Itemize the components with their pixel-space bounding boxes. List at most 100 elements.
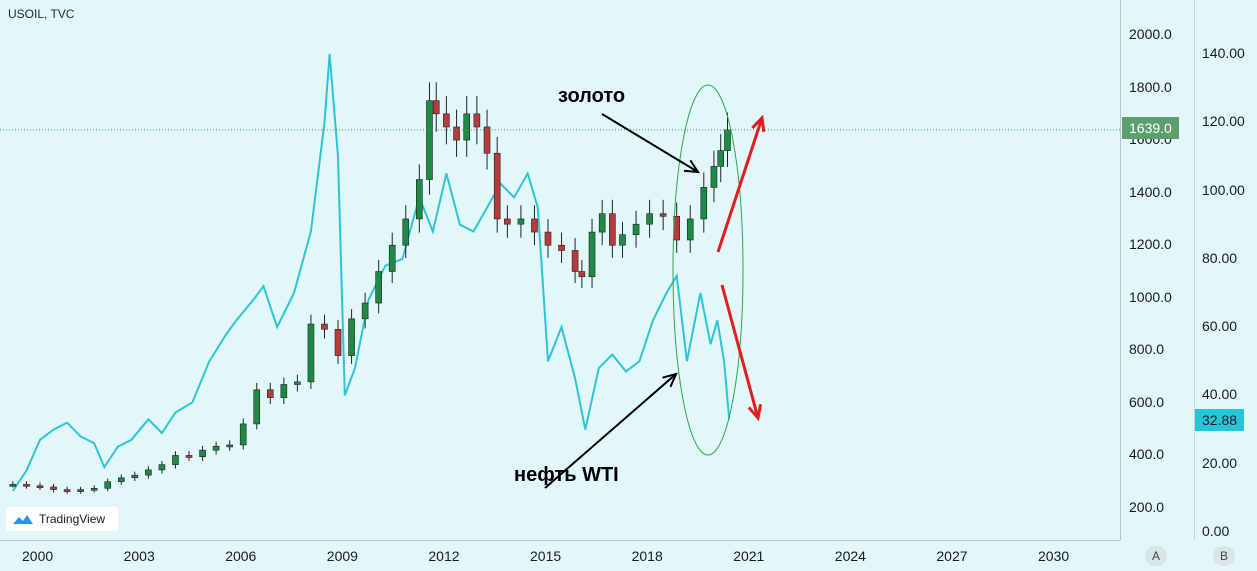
gold-candle <box>158 464 166 471</box>
x-tick-label: 2006 <box>225 548 257 564</box>
gold-candle <box>588 231 596 278</box>
gold-axis-tick-label: 600.0 <box>1129 393 1165 410</box>
down-arrow-head <box>747 403 763 422</box>
tradingview-cloud-icon <box>13 515 33 524</box>
price-axis-gold[interactable]: 200.0 400.0 600.0 800.0 1000.0 1200.0 1400.0 16… <box>1120 0 1195 540</box>
gold-candle <box>348 318 355 356</box>
gold-candle <box>131 474 139 479</box>
gold-candle <box>700 187 708 220</box>
axis-b-button[interactable]: B <box>1213 546 1235 566</box>
oil-last-price-badge: 32.88 <box>1195 409 1245 431</box>
gold-candle <box>199 449 206 458</box>
oil-series-line <box>12 53 731 492</box>
gold-candle <box>493 152 501 220</box>
chart-svg <box>0 53 1120 494</box>
gold-candle <box>609 213 616 246</box>
gold-candle <box>280 384 288 398</box>
gold-candle <box>571 250 579 272</box>
gold-candle <box>77 489 84 492</box>
gold-axis-tick-label: 400.0 <box>1129 446 1165 463</box>
x-tick-label: 2018 <box>631 548 663 564</box>
gold-candle <box>334 329 342 356</box>
x-tick-label: 2012 <box>428 548 460 564</box>
gold-candle <box>63 489 71 492</box>
gold-candle <box>388 244 396 272</box>
gold-candle <box>416 179 423 220</box>
gold-candle <box>9 484 17 487</box>
gold-candle <box>185 455 193 458</box>
gold-candle <box>375 271 382 304</box>
x-tick-label: 2021 <box>733 548 765 564</box>
gold-candle <box>598 213 606 233</box>
time-axis[interactable]: 2000 2003 2006 2009 2012 2015 2018 2021 2024 2027… <box>0 540 1120 571</box>
gold-candle <box>544 231 552 246</box>
gold-candle <box>531 218 538 233</box>
gold-candle <box>294 381 301 385</box>
gold-axis-tick-label: 1000.0 <box>1129 288 1172 305</box>
symbol-title: USOIL, TVC <box>8 7 75 21</box>
oil-pointer-arrow <box>544 373 677 489</box>
gold-candle <box>36 485 44 488</box>
gold-pointer-arrow-head <box>683 159 700 174</box>
gold-candle <box>426 100 433 180</box>
x-tick-label: 2027 <box>936 548 968 564</box>
gold-candle <box>558 244 565 251</box>
x-tick-label: 2024 <box>834 548 866 564</box>
highlight-ellipse <box>672 84 744 456</box>
gold-candle <box>578 271 586 278</box>
gold-candle <box>172 455 179 465</box>
x-tick-label: 2003 <box>123 548 155 564</box>
gold-candle <box>504 218 511 225</box>
gold-candle <box>619 234 626 246</box>
gold-candle <box>443 113 450 128</box>
oil-axis-tick-label: 40.00 <box>1202 386 1238 403</box>
down-arrow <box>720 284 760 419</box>
gold-candle <box>646 213 653 225</box>
gold-candle <box>321 323 328 330</box>
oil-axis-tick-label: 120.00 <box>1202 113 1245 130</box>
gold-candle <box>50 486 57 490</box>
x-tick-label: 2009 <box>326 548 358 564</box>
gold-candle <box>104 481 112 489</box>
x-tick-label: 2000 <box>22 548 54 564</box>
x-tick-label: 2030 <box>1038 548 1070 564</box>
gold-axis-tick-label: 1400.0 <box>1129 183 1172 200</box>
gold-candle <box>402 218 410 246</box>
chart-plot-area[interactable]: USOIL, TVC золото нефть WTI TradingView <box>0 0 1120 540</box>
price-axis-oil[interactable]: 0.00 20.00 40.00 60.00 80.00 100.00 120.00 140.… <box>1194 0 1257 540</box>
gold-candle <box>145 469 152 476</box>
oil-axis-tick-label: 60.00 <box>1202 318 1238 335</box>
oil-axis-tick-label: 140.00 <box>1202 45 1245 61</box>
gold-candle <box>632 223 640 236</box>
gold-candle <box>23 484 30 487</box>
gold-candle <box>483 126 491 154</box>
gold-axis-tick-label: 800.0 <box>1129 341 1165 358</box>
up-arrow <box>716 117 764 253</box>
gold-candle <box>710 166 718 188</box>
gold-candle <box>253 389 261 425</box>
tradingview-logo-text: TradingView <box>39 512 106 526</box>
gold-candle <box>724 129 731 151</box>
oil-pointer-arrow-head <box>662 372 678 388</box>
gold-candle <box>517 218 525 225</box>
x-tick-label: 2015 <box>530 548 562 564</box>
gold-axis-tick-label: 1800.0 <box>1129 78 1172 95</box>
gold-axis-tick-label: 1200.0 <box>1129 236 1172 253</box>
axis-a-button[interactable]: A <box>1145 546 1167 566</box>
gold-candle <box>473 113 481 128</box>
gold-candle <box>117 477 125 483</box>
oil-annotation: нефть WTI <box>514 464 619 486</box>
gold-candle <box>717 150 725 167</box>
gold-candle <box>226 444 233 448</box>
gold-candle <box>307 323 315 383</box>
gold-annotation: золото <box>558 85 626 107</box>
gold-axis-tick-label: 200.0 <box>1129 499 1165 515</box>
gold-candle <box>361 302 369 320</box>
tradingview-logo[interactable]: TradingView <box>6 507 118 531</box>
oil-axis-tick-label: 100.00 <box>1202 181 1245 198</box>
up-arrow-head <box>751 114 766 133</box>
gold-candle <box>463 113 471 141</box>
gold-candle <box>239 423 247 446</box>
gold-candle <box>686 218 694 241</box>
gold-candle <box>659 213 667 217</box>
